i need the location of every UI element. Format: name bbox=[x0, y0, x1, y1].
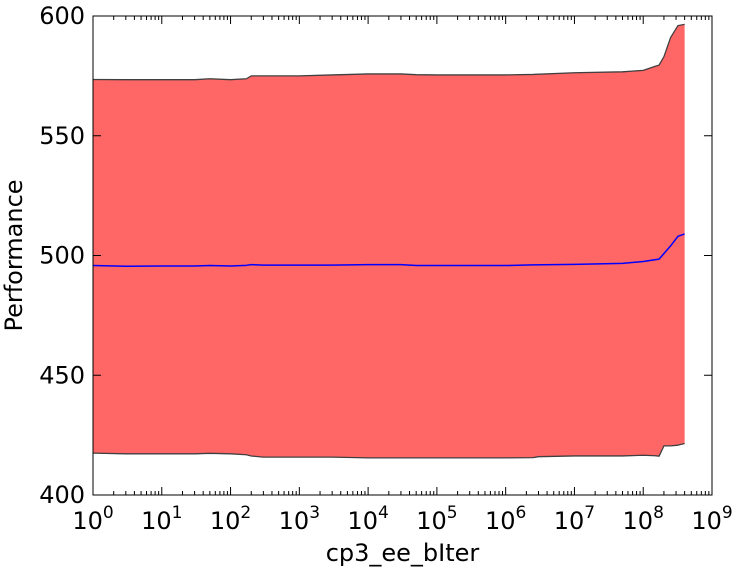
x-tick-label: 105 bbox=[416, 503, 457, 535]
x-tick-label: 101 bbox=[141, 503, 182, 535]
x-axis-label: cp3_ee_bIter bbox=[326, 539, 480, 567]
y-tick-label: 550 bbox=[39, 122, 85, 150]
y-tick-label: 500 bbox=[39, 242, 85, 270]
y-tick-label: 400 bbox=[39, 481, 85, 509]
y-tick-label: 450 bbox=[39, 361, 85, 389]
plot-area bbox=[92, 23, 685, 459]
tick-labels: 100 101 102 103 104 105 106 107 108 109 400 450 500 5… bbox=[39, 2, 733, 535]
plot-frame bbox=[92, 15, 713, 496]
lower-bound-line bbox=[92, 442, 685, 459]
x-tick-label: 104 bbox=[347, 503, 388, 535]
x-tick-label: 100 bbox=[72, 503, 113, 535]
x-tick-label: 102 bbox=[210, 503, 251, 535]
x-tick-label: 106 bbox=[485, 503, 526, 535]
confidence-band bbox=[93, 24, 685, 458]
x-tick-label: 107 bbox=[554, 503, 595, 535]
mean-line bbox=[92, 233, 685, 268]
y-axis-label: Performance bbox=[0, 179, 28, 331]
axis-ticks bbox=[92, 15, 713, 496]
upper-bound-line bbox=[92, 23, 685, 81]
x-tick-label: 103 bbox=[279, 503, 320, 535]
x-tick-label: 109 bbox=[691, 503, 732, 535]
x-tick-label: 108 bbox=[623, 503, 664, 535]
y-tick-label: 600 bbox=[39, 2, 85, 30]
